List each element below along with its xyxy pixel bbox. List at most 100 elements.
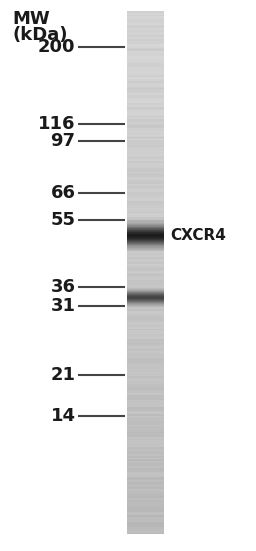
Bar bbox=[127, 496, 164, 498]
Bar bbox=[127, 126, 164, 128]
Bar bbox=[127, 491, 164, 493]
Bar bbox=[127, 313, 164, 315]
Bar bbox=[127, 382, 164, 385]
Bar bbox=[127, 81, 164, 83]
Bar bbox=[127, 269, 164, 271]
Bar bbox=[127, 25, 164, 26]
Bar bbox=[127, 515, 164, 517]
Bar bbox=[127, 208, 164, 210]
Bar bbox=[127, 348, 164, 349]
Bar bbox=[127, 466, 164, 468]
Bar bbox=[127, 170, 164, 171]
Bar bbox=[127, 426, 164, 428]
Bar bbox=[127, 63, 164, 65]
Bar bbox=[127, 522, 164, 524]
Bar bbox=[127, 137, 164, 138]
Bar bbox=[127, 337, 164, 339]
Bar bbox=[127, 315, 164, 316]
Bar bbox=[127, 485, 164, 488]
Bar bbox=[127, 262, 164, 264]
Bar bbox=[127, 117, 164, 119]
Bar bbox=[127, 249, 164, 250]
Bar bbox=[127, 447, 164, 449]
Bar bbox=[127, 192, 164, 195]
Bar bbox=[127, 145, 164, 147]
Bar bbox=[127, 527, 164, 529]
Bar bbox=[127, 282, 164, 283]
Bar bbox=[127, 224, 164, 226]
Bar bbox=[127, 250, 164, 252]
Bar bbox=[127, 142, 164, 144]
Bar bbox=[127, 444, 164, 445]
Bar bbox=[127, 222, 164, 224]
Bar bbox=[127, 201, 164, 203]
Bar bbox=[127, 391, 164, 393]
Bar bbox=[127, 332, 164, 334]
Bar bbox=[127, 414, 164, 416]
Bar bbox=[127, 88, 164, 89]
Bar bbox=[127, 91, 164, 93]
Text: CXCR4: CXCR4 bbox=[170, 228, 226, 244]
Bar bbox=[127, 423, 164, 424]
Bar bbox=[127, 512, 164, 514]
Bar bbox=[127, 100, 164, 102]
Bar bbox=[127, 418, 164, 419]
Bar bbox=[127, 461, 164, 463]
Bar bbox=[127, 365, 164, 367]
Bar bbox=[127, 304, 164, 306]
Bar bbox=[127, 526, 164, 527]
Bar bbox=[127, 165, 164, 166]
Bar bbox=[127, 102, 164, 104]
Bar bbox=[127, 51, 164, 53]
Bar bbox=[127, 247, 164, 249]
Bar bbox=[127, 199, 164, 201]
Bar bbox=[127, 369, 164, 370]
Bar bbox=[127, 13, 164, 14]
Bar bbox=[127, 498, 164, 500]
Bar bbox=[127, 310, 164, 311]
Bar bbox=[127, 480, 164, 482]
Bar bbox=[127, 341, 164, 343]
Bar bbox=[127, 524, 164, 526]
Bar bbox=[127, 17, 164, 18]
Bar bbox=[127, 468, 164, 470]
Bar bbox=[127, 259, 164, 261]
Bar bbox=[127, 456, 164, 458]
Bar bbox=[127, 32, 164, 34]
Bar bbox=[127, 241, 164, 243]
Bar bbox=[127, 144, 164, 145]
Bar bbox=[127, 147, 164, 149]
Bar bbox=[127, 398, 164, 400]
Bar bbox=[127, 180, 164, 182]
Bar bbox=[127, 271, 164, 273]
Bar bbox=[127, 236, 164, 238]
Bar bbox=[127, 189, 164, 191]
Bar bbox=[127, 68, 164, 71]
Bar bbox=[127, 395, 164, 397]
Bar bbox=[127, 421, 164, 423]
Bar bbox=[127, 75, 164, 77]
Bar bbox=[127, 393, 164, 395]
Bar bbox=[127, 79, 164, 81]
Bar bbox=[127, 74, 164, 75]
Bar bbox=[127, 372, 164, 374]
Bar bbox=[127, 159, 164, 161]
Bar bbox=[127, 400, 164, 402]
Bar bbox=[127, 83, 164, 84]
Bar bbox=[127, 442, 164, 444]
Bar bbox=[127, 428, 164, 430]
Bar bbox=[127, 323, 164, 325]
Bar bbox=[127, 72, 164, 74]
Bar bbox=[127, 14, 164, 17]
Bar bbox=[127, 210, 164, 212]
Bar bbox=[127, 433, 164, 435]
Bar bbox=[127, 252, 164, 253]
Bar bbox=[127, 352, 164, 353]
Bar bbox=[127, 346, 164, 348]
Bar bbox=[127, 261, 164, 262]
Bar bbox=[127, 477, 164, 479]
Bar bbox=[127, 39, 164, 41]
Text: 66: 66 bbox=[50, 184, 76, 202]
Bar bbox=[127, 203, 164, 205]
Bar bbox=[127, 129, 164, 132]
